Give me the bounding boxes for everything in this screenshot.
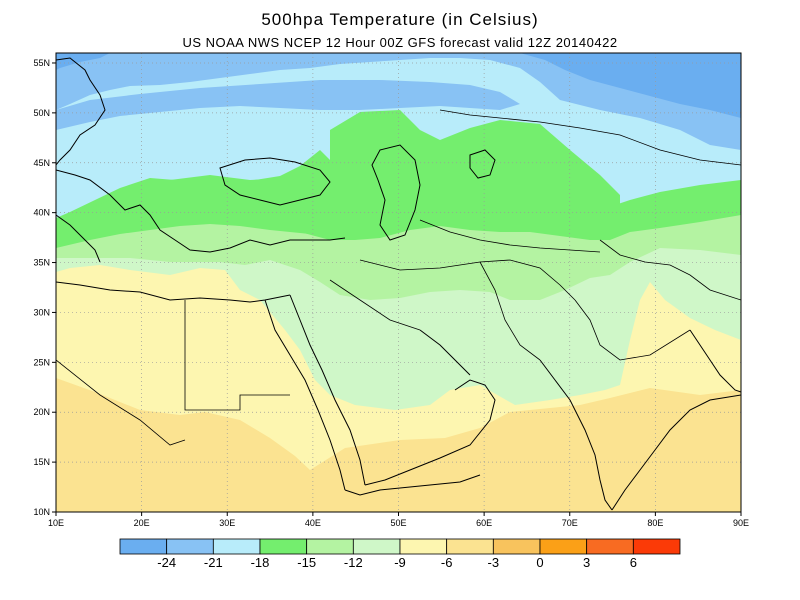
colorbar-label: 3 (583, 555, 590, 570)
colorbar-swatch (166, 538, 214, 555)
lon-tick-label: 90E (733, 518, 749, 528)
latitude-ticks: 10N 15N 20N 25N 30N 35N 40N 45N 50N 55N (33, 58, 56, 517)
colorbar-swatch (446, 538, 494, 555)
lon-tick-label: 30E (219, 518, 235, 528)
colorbar-label: -9 (394, 555, 406, 570)
lat-tick-label: 55N (33, 58, 50, 68)
colorbar-swatches (119, 538, 681, 555)
colorbar-labels: -24 -21 -18 -15 -12 -9 -6 -3 0 3 6 (157, 555, 637, 570)
lat-tick-label: 45N (33, 158, 50, 168)
lat-tick-label: 35N (33, 258, 50, 268)
lon-tick-label: 60E (476, 518, 492, 528)
colorbar-swatch (259, 538, 308, 555)
chart-subtitle: US NOAA NWS NCEP 12 Hour 00Z GFS forecas… (182, 35, 618, 50)
lat-tick-label: 50N (33, 108, 50, 118)
lat-tick-label: 15N (33, 457, 50, 467)
lat-tick-label: 10N (33, 507, 50, 517)
lon-tick-label: 80E (647, 518, 663, 528)
colorbar-swatch (119, 538, 168, 555)
grid-lines (56, 53, 741, 512)
borders (56, 109, 741, 446)
colorbar-label: -21 (204, 555, 223, 570)
colorbar-swatch (586, 538, 634, 555)
lon-tick-label: 20E (134, 518, 150, 528)
colorbar-label: -3 (488, 555, 500, 570)
band-minus-21-inner (56, 80, 520, 130)
colorbar-label: -6 (441, 555, 453, 570)
colorbar-swatch (492, 538, 541, 555)
colorbar-swatch (306, 538, 354, 555)
colorbar-swatch (539, 538, 588, 555)
coastlines (56, 57, 741, 511)
colorbar-swatch (399, 538, 448, 555)
lat-tick-label: 20N (33, 407, 50, 417)
colorbar-label: 0 (536, 555, 543, 570)
colorbar-swatch (352, 538, 401, 555)
band-minus-15-east (330, 110, 620, 236)
lon-tick-label: 50E (390, 518, 406, 528)
colorbar-label: -12 (344, 555, 363, 570)
lon-tick-label: 70E (562, 518, 578, 528)
lat-tick-label: 25N (33, 357, 50, 367)
band-minus-15-west (56, 175, 340, 248)
longitude-ticks: 10E 20E 30E 40E 50E 60E 70E 80E 90E (48, 512, 749, 528)
colorbar-label: -24 (157, 555, 176, 570)
lon-tick-label: 10E (48, 518, 64, 528)
lon-tick-label: 40E (305, 518, 321, 528)
colorbar-swatch (212, 538, 261, 555)
colorbar-label: -18 (251, 555, 270, 570)
colorbar-label: -15 (297, 555, 316, 570)
colorbar-swatch (632, 538, 681, 555)
colorbar-label: 6 (630, 555, 637, 570)
chart-title: 500hpa Temperature (in Celsius) (261, 10, 539, 29)
lat-tick-label: 40N (33, 208, 50, 218)
lat-tick-label: 30N (33, 307, 50, 317)
